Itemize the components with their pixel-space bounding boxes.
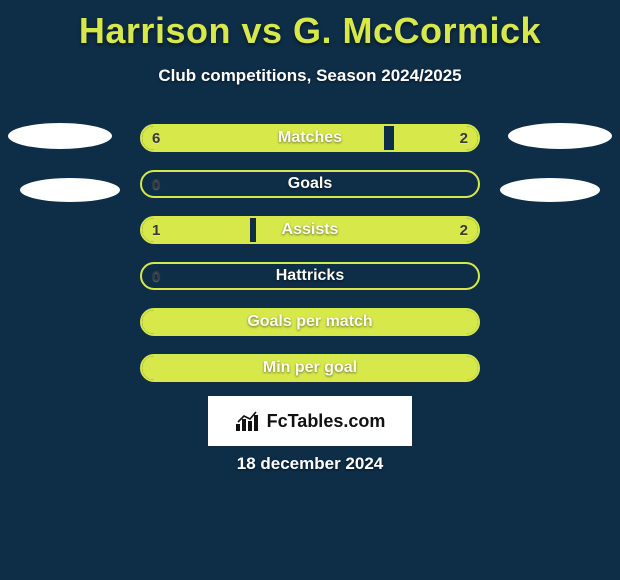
stat-label: Goals — [142, 172, 478, 196]
stat-val-right: 2 — [450, 126, 478, 150]
bar-chart-icon — [235, 410, 261, 432]
page-title: Harrison vs G. McCormick — [0, 0, 620, 52]
stat-val-left: 0 — [142, 264, 170, 288]
stat-val-left: 1 — [142, 218, 170, 242]
stat-val-left — [142, 310, 162, 334]
date-stamp: 18 december 2024 — [0, 454, 620, 474]
stat-row-hattricks: 0 Hattricks — [140, 262, 480, 290]
stat-val-left: 0 — [142, 172, 170, 196]
stat-row-matches: 6 2 Matches — [140, 124, 480, 152]
stat-label: Min per goal — [142, 356, 478, 380]
stat-val-right: 2 — [450, 218, 478, 242]
stat-row-goals: 0 Goals — [140, 170, 480, 198]
player-right-photo-placeholder — [508, 123, 612, 149]
logo-text: FcTables.com — [267, 411, 386, 432]
stat-label: Matches — [142, 126, 478, 150]
stat-val-right — [458, 356, 478, 380]
stat-label: Goals per match — [142, 310, 478, 334]
club-left-logo-placeholder — [20, 178, 120, 202]
stat-val-left — [142, 356, 162, 380]
stat-row-goals-per-match: Goals per match — [140, 308, 480, 336]
stat-row-assists: 1 2 Assists — [140, 216, 480, 244]
stat-val-right — [458, 310, 478, 334]
stat-val-right — [458, 264, 478, 288]
stat-val-left: 6 — [142, 126, 170, 150]
stat-bars: 6 2 Matches 0 Goals 1 2 Assists 0 Hattri… — [140, 124, 480, 400]
stat-val-right — [458, 172, 478, 196]
stat-label: Hattricks — [142, 264, 478, 288]
player-left-photo-placeholder — [8, 123, 112, 149]
fctables-logo: FcTables.com — [208, 396, 412, 446]
club-right-logo-placeholder — [500, 178, 600, 202]
stat-row-min-per-goal: Min per goal — [140, 354, 480, 382]
stat-label: Assists — [142, 218, 478, 242]
subtitle: Club competitions, Season 2024/2025 — [0, 66, 620, 86]
